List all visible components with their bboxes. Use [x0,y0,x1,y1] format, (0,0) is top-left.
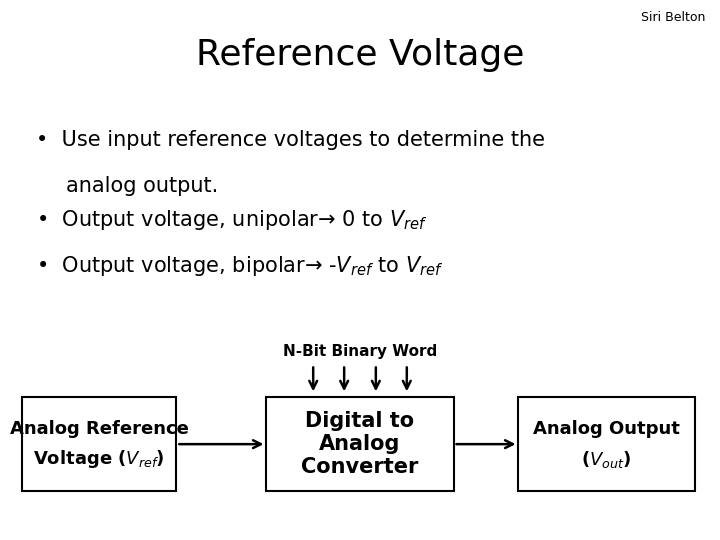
Text: Analog Reference: Analog Reference [9,420,189,438]
Text: Reference Voltage: Reference Voltage [196,38,524,72]
Text: •  Output voltage, unipolar→ 0 to $\mathit{V}_{ref}$: • Output voltage, unipolar→ 0 to $\mathi… [36,208,428,232]
Text: Voltage ($\mathit{V}_{ref}$): Voltage ($\mathit{V}_{ref}$) [33,448,165,470]
Text: N-Bit Binary Word: N-Bit Binary Word [283,344,437,359]
Text: Analog: Analog [319,434,401,454]
FancyBboxPatch shape [266,397,454,491]
Text: Analog Output: Analog Output [534,420,680,438]
Text: Digital to: Digital to [305,411,415,431]
Text: •  Use input reference voltages to determine the: • Use input reference voltages to determ… [36,130,545,150]
Text: Siri Belton: Siri Belton [642,11,706,24]
Text: analog output.: analog output. [66,176,218,195]
Text: ($\mathit{V}_{out}$): ($\mathit{V}_{out}$) [581,449,632,470]
Text: •  Output voltage, bipolar→ -$\mathit{V}_{ref}$ to $\mathit{V}_{ref}$: • Output voltage, bipolar→ -$\mathit{V}_… [36,254,444,278]
FancyBboxPatch shape [22,397,176,491]
FancyBboxPatch shape [518,397,695,491]
Text: Converter: Converter [301,457,419,477]
